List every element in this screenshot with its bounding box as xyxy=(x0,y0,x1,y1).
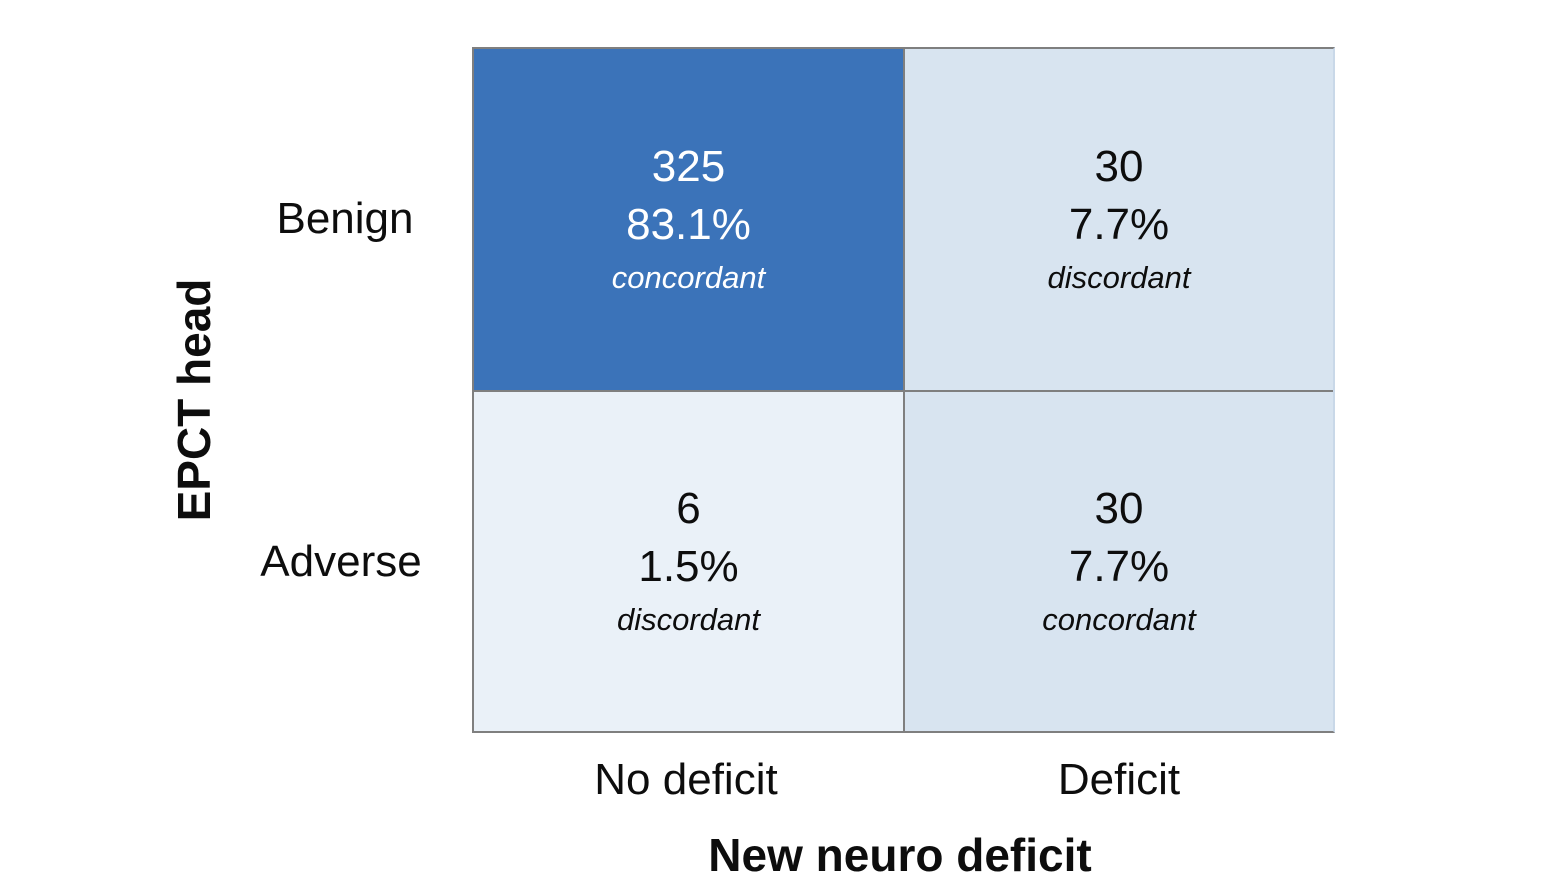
cell-agreement-label: concordant xyxy=(1042,601,1196,637)
cell-percent: 83.1% xyxy=(626,199,751,249)
cell-adverse-nodeficit: 6 1.5% discordant xyxy=(474,392,905,731)
cell-percent: 7.7% xyxy=(1068,199,1170,249)
x-axis-title: New neuro deficit xyxy=(708,829,1092,881)
cell-percent: 1.5% xyxy=(638,541,739,591)
cell-count: 30 xyxy=(1094,483,1144,533)
cell-benign-nodeficit: 325 83.1% concordant xyxy=(474,49,905,392)
cell-benign-deficit: 30 7.7% discordant xyxy=(905,49,1333,392)
row-label-benign: Benign xyxy=(276,193,414,243)
col-label-deficit: Deficit xyxy=(1057,755,1181,804)
cell-agreement-label: discordant xyxy=(616,601,761,637)
cell-agreement-label: concordant xyxy=(611,259,766,295)
cell-count: 325 xyxy=(651,141,726,191)
cell-count: 6 xyxy=(676,483,701,533)
cell-count: 30 xyxy=(1094,141,1144,191)
cell-adverse-deficit: 30 7.7% concordant xyxy=(905,392,1333,731)
matrix-grid: 325 83.1% concordant 30 7.7% discordant … xyxy=(472,47,1335,733)
col-label-no-deficit: No deficit xyxy=(594,755,778,804)
cell-percent: 7.7% xyxy=(1068,541,1170,591)
row-label-adverse: Adverse xyxy=(260,536,422,586)
cell-agreement-label: discordant xyxy=(1047,259,1191,295)
